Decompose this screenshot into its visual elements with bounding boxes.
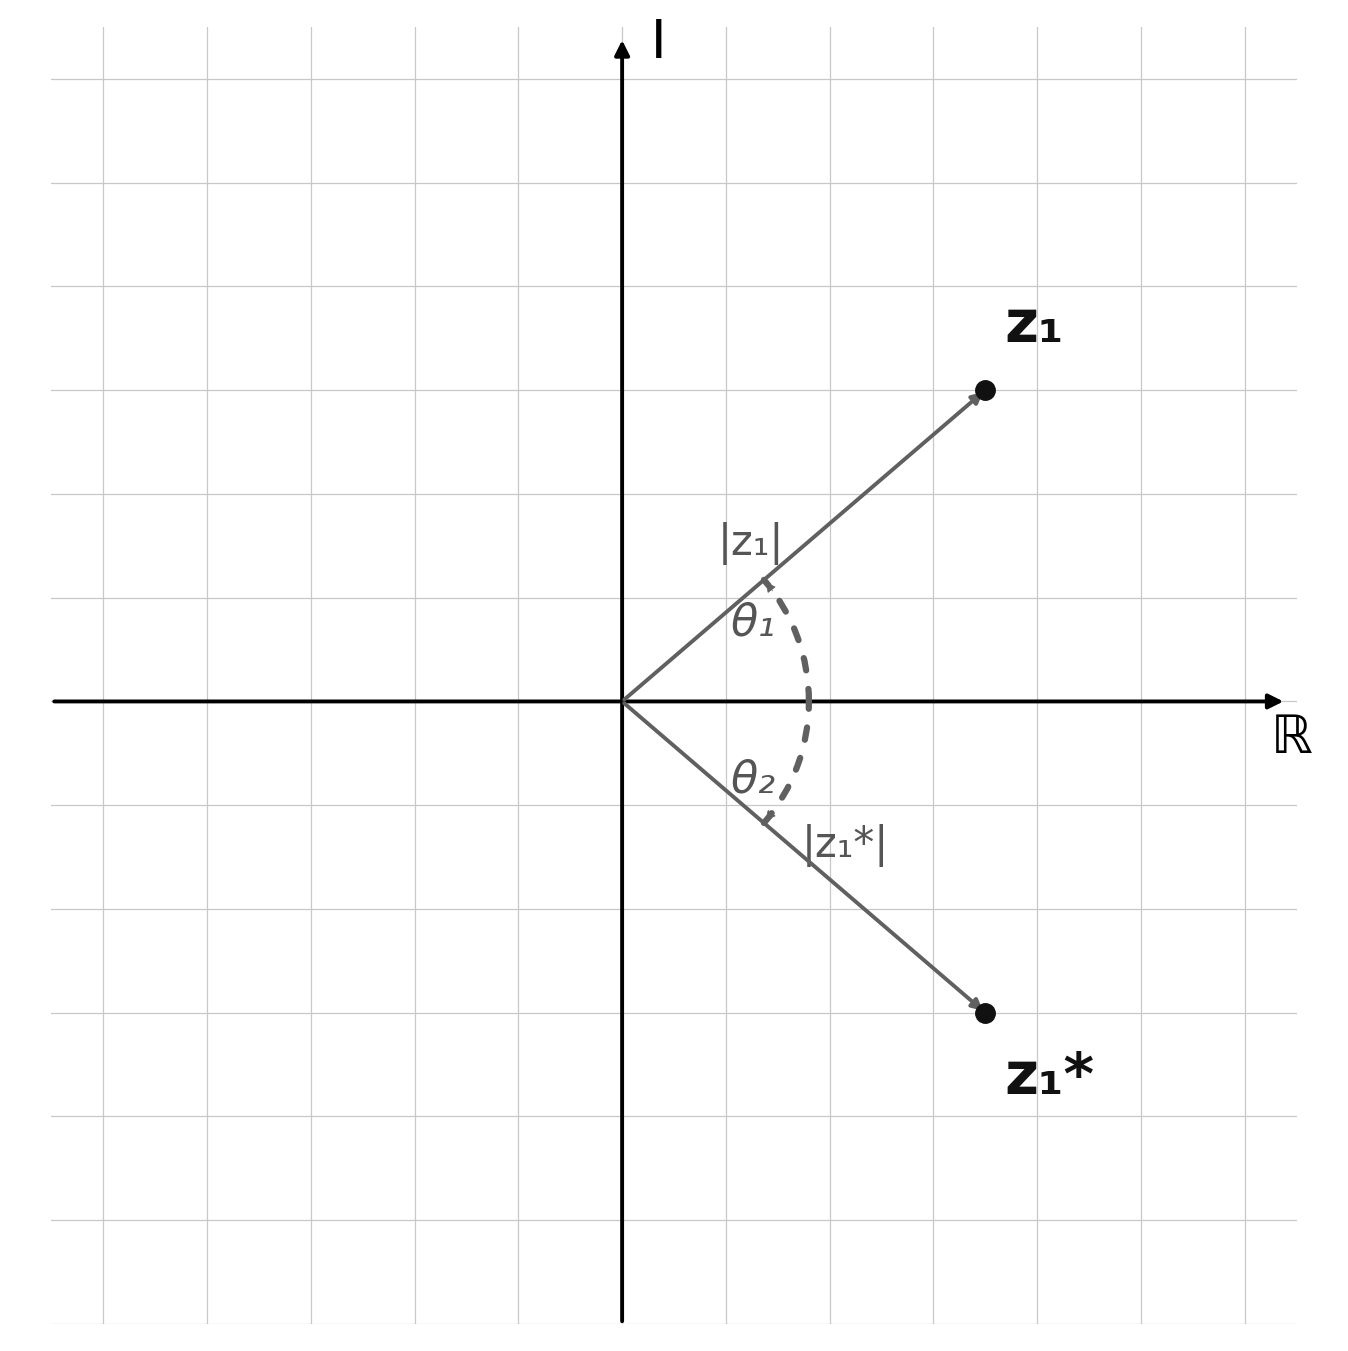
Text: |z₁|: |z₁| [718,521,785,565]
Text: z₁: z₁ [1004,297,1064,354]
Text: ℝ: ℝ [1270,712,1312,763]
Text: Ι: Ι [651,16,666,69]
Text: z₁*: z₁* [1004,1048,1095,1106]
Text: θ₂: θ₂ [731,758,775,801]
Text: |z₁*|: |z₁*| [802,824,890,866]
Text: θ₁: θ₁ [731,601,775,644]
